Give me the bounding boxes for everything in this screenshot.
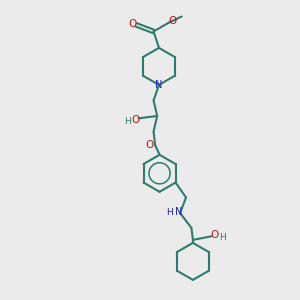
Text: H: H bbox=[219, 233, 226, 242]
Text: O: O bbox=[169, 16, 177, 26]
Text: O: O bbox=[132, 115, 140, 125]
Text: H: H bbox=[166, 208, 172, 217]
Text: O: O bbox=[145, 140, 153, 150]
Text: O: O bbox=[128, 19, 136, 29]
Text: N: N bbox=[155, 80, 163, 90]
Text: N: N bbox=[175, 207, 182, 218]
Text: O: O bbox=[210, 230, 218, 240]
Text: H: H bbox=[124, 117, 131, 126]
